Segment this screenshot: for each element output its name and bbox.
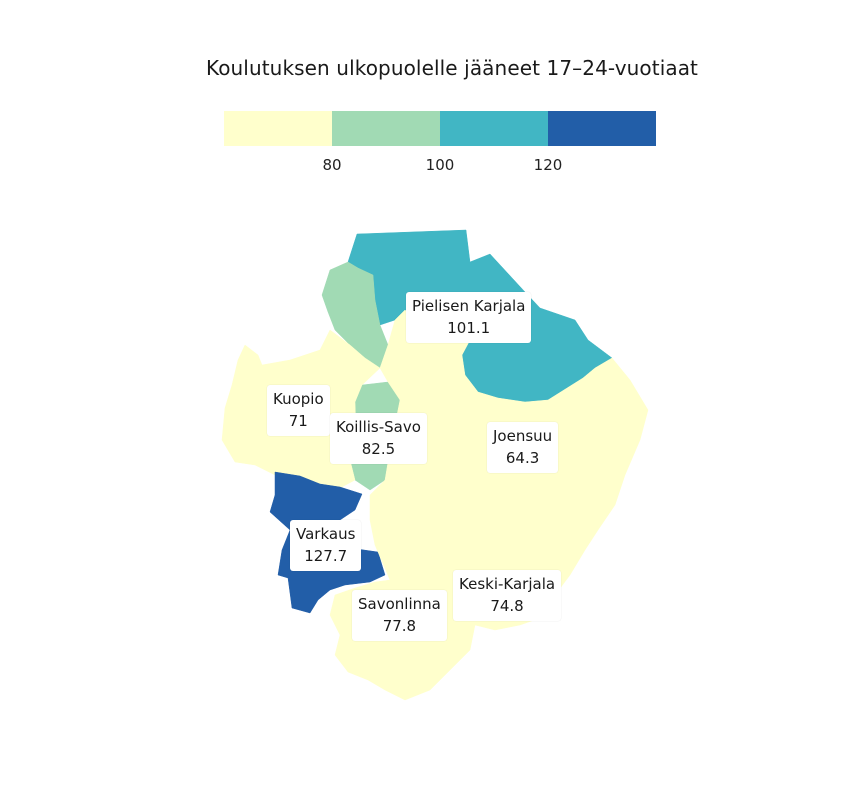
region-name: Joensuu [493, 427, 553, 445]
legend-tick-80: 80 [322, 156, 342, 174]
region-value: 64.3 [505, 449, 540, 467]
map-title: Koulutuksen ulkopuolelle jääneet 17–24-v… [205, 56, 699, 80]
label-kuopio: Kuopio 71 [267, 385, 330, 436]
color-legend [224, 111, 656, 146]
region-name: Keski-Karjala [459, 575, 556, 593]
region-value: 71 [288, 412, 308, 430]
region-value: 74.8 [490, 597, 524, 615]
legend-tick-120: 120 [533, 156, 563, 174]
region-name: Varkaus [296, 525, 356, 543]
label-koillis-savo: Koillis-Savo 82.5 [330, 413, 427, 464]
region-name: Koillis-Savo [336, 418, 421, 436]
legend-swatch-2 [332, 111, 440, 146]
region-value: 101.1 [447, 319, 491, 337]
legend-swatch-4 [548, 111, 656, 146]
label-pielisen-karjala: Pielisen Karjala 101.1 [406, 292, 532, 343]
region-value: 77.8 [382, 617, 417, 635]
label-keski-karjala: Keski-Karjala 74.8 [453, 570, 562, 621]
label-joensuu: Joensuu 64.3 [487, 422, 559, 473]
legend-swatch-1 [224, 111, 332, 146]
label-varkaus: Varkaus 127.7 [290, 520, 362, 571]
label-savonlinna: Savonlinna 77.8 [352, 590, 447, 641]
region-name: Kuopio [273, 390, 324, 408]
legend-tick-100: 100 [425, 156, 455, 174]
region-value: 82.5 [361, 440, 396, 458]
region-name: Savonlinna [358, 595, 441, 613]
region-name: Pielisen Karjala [412, 297, 526, 315]
region-value: 127.7 [304, 547, 348, 565]
legend-swatch-3 [440, 111, 548, 146]
